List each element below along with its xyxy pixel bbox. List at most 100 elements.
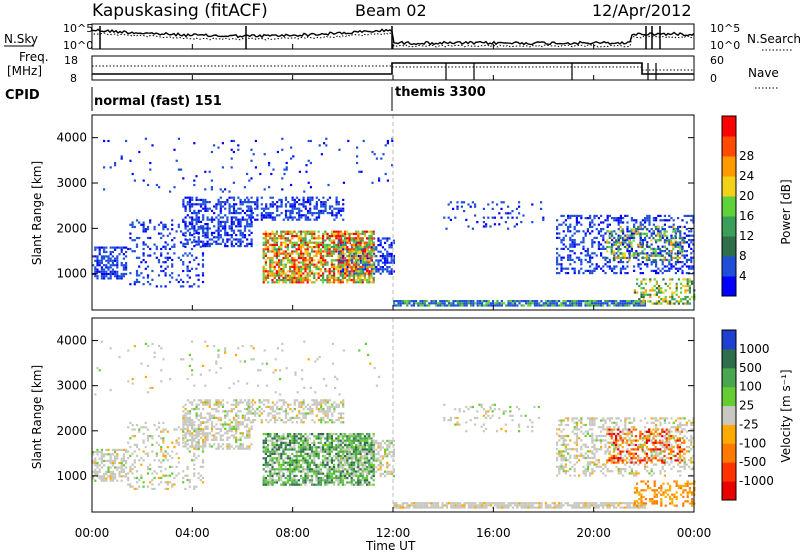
power-cell <box>289 281 292 284</box>
power-cell <box>284 281 287 284</box>
power-cell <box>166 228 169 231</box>
power-cell <box>217 238 220 241</box>
velocity-cell <box>155 472 158 475</box>
power-cell <box>637 263 640 266</box>
power-cell <box>363 232 366 235</box>
power-cell <box>582 230 585 233</box>
power-cell <box>352 281 355 284</box>
velocity-cell <box>230 430 233 433</box>
power-cell <box>311 246 314 249</box>
velocity-cell <box>195 441 198 444</box>
velocity-cell <box>315 403 318 406</box>
power-cell <box>504 221 507 224</box>
power-cell <box>315 254 318 257</box>
velocity-cell <box>269 472 272 475</box>
power-cell <box>267 235 270 238</box>
power-cell <box>320 153 323 156</box>
power-cell <box>341 276 344 279</box>
power-cell <box>224 207 227 210</box>
power-cell <box>617 256 620 260</box>
power-cell <box>391 139 394 143</box>
velocity-cell <box>289 439 292 442</box>
velocity-cell <box>384 475 387 478</box>
power-cell <box>250 231 253 234</box>
velocity-cell <box>202 416 205 419</box>
power-cell <box>195 267 198 270</box>
power-cell <box>330 274 333 277</box>
power-cell <box>269 257 272 260</box>
velocity-cell <box>109 475 112 478</box>
power-cell <box>648 245 651 249</box>
power-cell <box>335 232 338 235</box>
power-cell <box>247 205 250 208</box>
power-cell <box>450 302 453 305</box>
power-cell <box>665 234 668 238</box>
power-cell <box>649 295 652 299</box>
power-cell <box>193 212 196 215</box>
power-cell <box>363 243 366 246</box>
power-cell <box>681 269 684 272</box>
power-cell <box>125 264 128 267</box>
power-cell <box>355 248 358 251</box>
power-cell <box>284 252 287 255</box>
power-cell <box>262 214 266 217</box>
power-cell <box>186 203 189 206</box>
velocity-cell <box>264 461 267 464</box>
power-cell <box>195 203 198 206</box>
velocity-cell <box>304 414 307 417</box>
velocity-cell <box>202 434 205 437</box>
velocity-cell <box>153 487 156 490</box>
power-cell <box>171 239 174 242</box>
power-cell <box>308 270 311 273</box>
power-cell <box>615 243 618 246</box>
power-cell <box>127 247 130 251</box>
power-cell <box>352 263 355 266</box>
velocity-cell <box>230 421 233 424</box>
velocity-cell <box>284 457 287 460</box>
velocity-cell <box>362 468 365 471</box>
velocity-cell <box>114 455 117 458</box>
power-cell <box>330 232 333 235</box>
velocity-cell <box>153 459 156 462</box>
velocity-cell <box>186 430 189 433</box>
power-cell <box>602 304 605 307</box>
power-cell <box>300 252 303 255</box>
power-cell <box>342 209 345 212</box>
power-cell <box>232 139 235 143</box>
power-cell <box>540 207 543 210</box>
velocity-cell <box>248 432 251 435</box>
power-cell <box>372 237 375 240</box>
power-cell <box>558 300 561 303</box>
power-cell <box>641 219 644 222</box>
power-cell <box>346 261 349 264</box>
power-cell <box>142 225 145 229</box>
power-cell <box>193 229 196 232</box>
power-cell <box>640 302 643 305</box>
power-cell <box>606 265 609 268</box>
power-cell <box>308 263 311 266</box>
power-cell <box>269 216 272 219</box>
velocity-cell <box>315 401 318 404</box>
power-cell <box>271 232 274 235</box>
velocity-cell <box>324 403 327 406</box>
power-cell <box>280 263 283 266</box>
power-cell <box>243 198 247 201</box>
velocity-cell <box>179 428 183 431</box>
velocity-cell <box>111 470 114 473</box>
power-cell <box>138 265 141 268</box>
power-cell <box>300 232 303 235</box>
power-cell <box>373 272 376 275</box>
power-cell <box>273 203 277 206</box>
velocity-cell <box>271 472 274 475</box>
power-cell <box>120 272 123 276</box>
power-cell <box>335 212 338 215</box>
power-cell <box>297 252 300 255</box>
power-cell <box>335 279 338 282</box>
velocity-cell <box>246 436 249 439</box>
power-cell <box>655 293 658 296</box>
power-cell <box>286 276 289 279</box>
power-cell <box>606 217 609 220</box>
velocity-cell <box>135 454 139 457</box>
power-cell <box>626 304 629 307</box>
velocity-cell <box>193 427 196 430</box>
